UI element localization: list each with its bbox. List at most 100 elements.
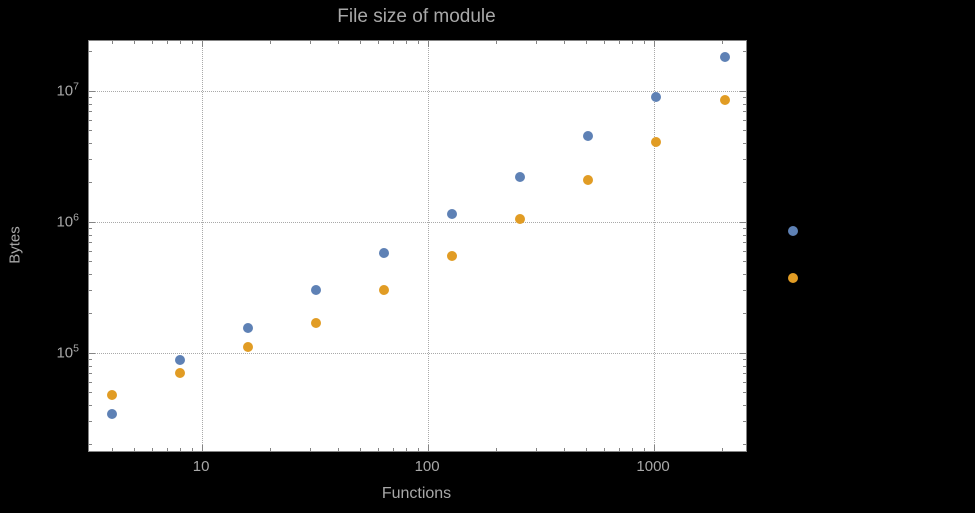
x-minor-tick [619,448,621,451]
x-minor-tick [167,41,169,44]
x-minor-tick [338,41,340,44]
data-point-blue [107,409,118,420]
x-minor-tick [722,41,724,44]
y-minor-tick [743,250,746,252]
y-major-tick [740,221,746,223]
x-minor-tick [564,41,566,44]
x-gridline [654,41,656,451]
y-minor-tick [89,103,92,105]
x-minor-tick [338,448,340,451]
data-point-orange [515,214,526,224]
y-minor-tick [743,261,746,263]
x-major-tick [202,41,204,47]
y-minor-tick [89,242,92,244]
x-minor-tick [151,448,153,451]
data-point-blue [515,171,526,182]
x-minor-tick [496,41,498,44]
y-minor-tick [89,142,92,144]
data-point-orange [243,342,254,353]
data-point-blue [447,208,458,219]
y-minor-tick [743,404,746,406]
x-minor-tick [417,41,419,44]
data-point-orange [583,174,594,185]
y-minor-tick [89,119,92,121]
x-minor-tick [112,41,114,44]
data-point-blue [311,285,322,296]
x-minor-tick [632,41,634,44]
y-minor-tick [89,358,92,360]
data-point-orange [787,273,798,284]
x-minor-tick [406,41,408,44]
y-minor-tick [743,444,746,446]
x-minor-tick [151,41,153,44]
y-minor-tick [89,444,92,446]
x-minor-tick [309,448,311,451]
x-minor-tick [643,448,645,451]
y-minor-tick [743,373,746,375]
y-minor-tick [89,250,92,252]
y-minor-tick [89,273,92,275]
y-minor-tick [89,421,92,423]
y-axis-label: Bytes [6,226,24,264]
x-major-tick [428,41,430,47]
data-point-orange [719,95,730,106]
y-minor-tick [89,261,92,263]
y-minor-tick [743,159,746,161]
data-point-orange [447,250,458,261]
x-minor-tick [604,448,605,451]
y-minor-tick [743,142,746,144]
y-minor-tick [743,234,746,236]
data-point-blue [651,91,662,102]
y-major-tick [89,221,95,223]
y-gridline [89,221,746,223]
y-minor-tick [743,358,746,360]
data-point-orange [651,136,662,147]
y-major-tick [740,90,746,92]
x-minor-tick [535,41,537,44]
x-major-tick [428,445,430,451]
x-minor-tick [406,448,408,451]
x-minor-tick [393,41,395,44]
y-minor-tick [743,182,746,184]
x-minor-tick [360,448,362,451]
y-minor-tick [743,103,746,105]
y-minor-tick [743,421,746,423]
y-minor-tick [743,365,746,367]
y-minor-tick [89,404,92,406]
x-minor-tick [586,448,588,451]
y-gridline [89,352,746,354]
y-minor-tick [743,227,746,229]
x-major-tick [654,41,656,47]
y-minor-tick [89,381,92,383]
x-tick-label: 100 [414,458,440,475]
x-minor-tick [360,41,362,44]
y-gridline [89,90,746,92]
data-point-blue [787,226,798,237]
chart-title: File size of module [337,6,496,27]
x-minor-tick [722,448,724,451]
data-point-orange [379,285,390,296]
x-minor-tick [619,41,621,44]
x-tick-label: 10 [192,458,210,475]
x-minor-tick [270,41,272,44]
x-gridline [428,41,430,451]
x-minor-tick [167,448,169,451]
y-minor-tick [743,130,746,132]
y-minor-tick [743,273,746,275]
y-major-tick [740,352,746,354]
x-minor-tick [632,448,634,451]
y-minor-tick [89,373,92,375]
y-minor-tick [89,313,92,315]
x-minor-tick [417,448,419,451]
x-minor-tick [496,448,498,451]
x-major-tick [654,445,656,451]
y-minor-tick [743,96,746,98]
data-point-orange [107,389,118,400]
x-minor-tick [309,41,311,44]
y-tick-label: 105 [56,342,79,362]
data-point-blue [583,131,594,142]
y-minor-tick [89,227,92,229]
plot-area [88,40,798,452]
y-minor-tick [89,159,92,161]
